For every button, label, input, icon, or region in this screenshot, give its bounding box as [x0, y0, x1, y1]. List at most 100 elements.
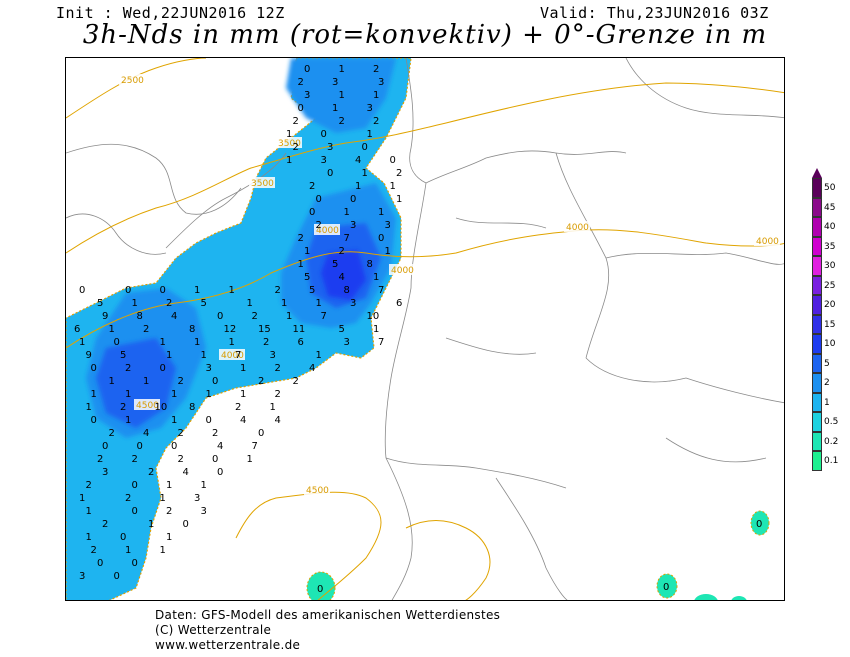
isoline-label: 4500 — [306, 486, 329, 496]
precip-value: 4 — [275, 415, 281, 426]
precip-value: 7 — [378, 337, 384, 348]
legend-swatch — [812, 295, 822, 315]
isoline-label-bg — [134, 399, 160, 410]
legend-label: 0.2 — [824, 436, 839, 447]
precip-value: 1 — [339, 90, 345, 101]
isoline-label-bg — [564, 221, 590, 232]
precip-value: 2 — [275, 285, 281, 296]
precip-value: 1 — [194, 337, 200, 348]
precip-value: 1 — [79, 493, 85, 504]
precip-value: 1 — [286, 129, 292, 140]
precip-value: 2 — [86, 480, 92, 491]
isoline-label-bg — [389, 264, 415, 275]
precip-value: 3 — [270, 350, 276, 361]
precip-value: 2 — [373, 64, 379, 75]
precip-value: 10 — [155, 402, 168, 413]
precip-value: 1 — [171, 415, 177, 426]
precip-value: 5 — [201, 298, 207, 309]
legend-swatch — [812, 178, 822, 198]
legend-swatch — [812, 451, 822, 471]
precip-value: 9 — [102, 311, 108, 322]
map-canvas: 2500350035004000400040004000400045004500… — [66, 58, 784, 600]
precip-value: 0 — [97, 558, 103, 569]
isoline-label-bg — [219, 349, 245, 360]
precip-value: 0 — [663, 582, 669, 593]
legend-label: 2 — [824, 378, 830, 388]
precip-area-heavy-2 — [321, 250, 366, 300]
precip-value: 1 — [247, 298, 253, 309]
isoline-label: 3500 — [251, 179, 274, 189]
precip-value: 0 — [114, 337, 120, 348]
isoline-label-bg — [754, 235, 780, 246]
legend-swatch — [812, 275, 822, 295]
isoline-label-bg — [276, 137, 302, 148]
precip-value: 3 — [194, 493, 200, 504]
isoline-label-bg — [304, 484, 330, 495]
precip-value: 7 — [344, 233, 350, 244]
precip-value: 0 — [309, 207, 315, 218]
map-title: 3h-Nds in mm (rot=konvektiv) + 0°-Grenze… — [82, 20, 768, 50]
init-time: Init : Wed,22JUN2016 12Z — [56, 4, 285, 22]
precip-value: 1 — [86, 532, 92, 543]
precip-blob-4 — [694, 594, 718, 600]
forecast-map: 2500 3500 3500 4000 4000 4000 4000 4000 4500 4500… — [65, 57, 785, 601]
precip-value: 3 — [385, 220, 391, 231]
precip-value: 2 — [102, 519, 108, 530]
precip-value: 1 — [125, 415, 131, 426]
precip-value: 1 — [171, 389, 177, 400]
isoline-label: 4000 — [316, 226, 339, 236]
precip-value: 3 — [350, 298, 356, 309]
precip-value: 1 — [396, 194, 402, 205]
footer-source: Daten: GFS-Modell des amerikanischen Wet… — [155, 608, 501, 622]
precip-value: 9 — [86, 350, 92, 361]
isoline-label-bg — [314, 224, 340, 235]
precip-value: 1 — [201, 350, 207, 361]
precip-value: 2 — [373, 116, 379, 127]
precip-value: 1 — [194, 285, 200, 296]
precip-value: 2 — [178, 454, 184, 465]
precip-value: 2 — [166, 506, 172, 517]
precip-value: 0 — [91, 363, 97, 374]
precip-value: 0 — [132, 558, 138, 569]
precip-value: 3 — [79, 571, 85, 582]
precip-value: 1 — [86, 402, 92, 413]
precip-value: 7 — [252, 441, 258, 452]
precip-value: 1 — [344, 207, 350, 218]
precip-value: 8 — [189, 324, 195, 335]
precip-value: 2 — [275, 389, 281, 400]
legend-swatch — [812, 431, 822, 451]
precip-value: 0 — [206, 415, 212, 426]
precip-value: 6 — [396, 298, 402, 309]
precip-value: 1 — [79, 337, 85, 348]
precip-value: 1 — [132, 298, 138, 309]
footer-url: www.wetterzentrale.de — [155, 638, 301, 652]
precip-value: 0 — [171, 441, 177, 452]
precip-value: 0 — [79, 285, 85, 296]
precip-value: 8 — [344, 285, 350, 296]
precip-value: 1 — [143, 376, 149, 387]
precip-value: 2 — [178, 428, 184, 439]
precip-value: 2 — [293, 142, 299, 153]
precip-value: 2 — [178, 376, 184, 387]
precip-value: 1 — [160, 337, 166, 348]
precip-value: 1 — [385, 246, 391, 257]
country-borders — [66, 58, 784, 600]
precip-value: 3 — [332, 77, 338, 88]
legend-swatch — [812, 314, 822, 334]
legend-label: 25 — [824, 280, 836, 291]
legend-label: 5 — [824, 358, 830, 369]
precip-value: 2 — [275, 363, 281, 374]
precip-value: 4 — [143, 428, 149, 439]
isoline-label: 2500 — [121, 76, 144, 86]
precip-value: 1 — [148, 519, 154, 530]
legend-label: 45 — [824, 202, 836, 213]
precip-value: 15 — [258, 324, 271, 335]
precip-value: 1 — [339, 64, 345, 75]
precip-value: 1 — [304, 246, 310, 257]
precip-value: 2 — [258, 376, 264, 387]
precip-value: 8 — [367, 259, 373, 270]
precip-value: 2 — [125, 493, 131, 504]
precip-value: 2 — [339, 246, 345, 257]
precip-value: 3 — [350, 220, 356, 231]
isoline-label-bg — [119, 74, 145, 85]
